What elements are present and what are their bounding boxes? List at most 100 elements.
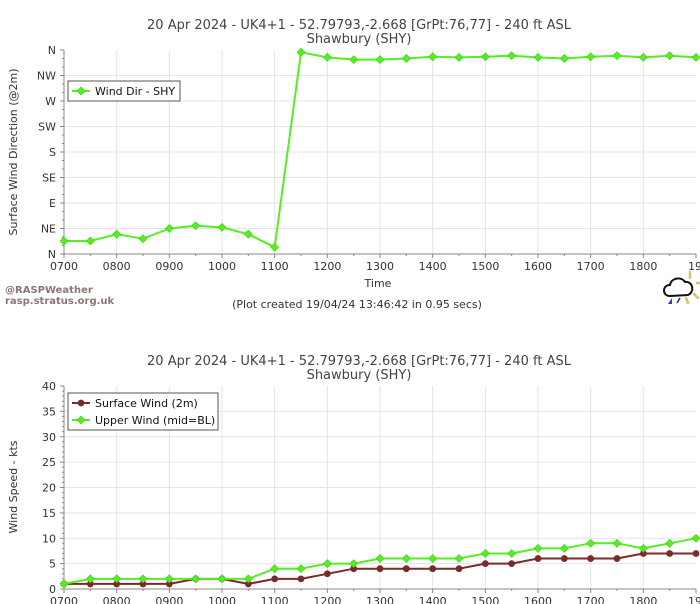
data-point bbox=[243, 229, 253, 239]
data-point bbox=[323, 570, 331, 578]
data-point bbox=[164, 574, 174, 584]
x-tick-label: 190 bbox=[688, 260, 700, 273]
speed-grid bbox=[64, 386, 696, 589]
speed-chart-subtitle: Shawbury (SHY) bbox=[307, 368, 412, 383]
rain-cloud-sun-icon bbox=[663, 270, 700, 305]
data-point bbox=[429, 565, 437, 573]
data-point bbox=[691, 52, 700, 62]
data-point bbox=[376, 565, 384, 573]
direction-legend-box bbox=[67, 80, 181, 102]
data-point bbox=[586, 52, 596, 62]
legend-marker-upper-wind bbox=[76, 415, 86, 425]
legend-label-wind-dir: Wind Dir - SHY bbox=[95, 85, 175, 98]
watermark-line2: rasp.stratus.org.uk bbox=[5, 296, 115, 307]
y-tick-label: 20 bbox=[42, 482, 56, 495]
data-point bbox=[270, 242, 280, 252]
data-point bbox=[454, 52, 464, 62]
data-point bbox=[455, 565, 463, 573]
x-tick-label: 1400 bbox=[419, 595, 447, 604]
y-tick-label: SW bbox=[38, 121, 56, 134]
data-point bbox=[534, 555, 542, 562]
legend-label-upper-wind: Upper Wind (mid=BL) bbox=[95, 414, 215, 427]
y-tick-label: N bbox=[48, 248, 56, 261]
data-point bbox=[138, 574, 148, 584]
x-tick-label: 0800 bbox=[103, 260, 131, 273]
x-tick-label: 1600 bbox=[524, 260, 552, 273]
data-point bbox=[402, 565, 410, 573]
data-point bbox=[401, 54, 411, 63]
direction-series bbox=[59, 47, 700, 252]
x-tick-label: 1200 bbox=[313, 595, 341, 604]
data-point bbox=[59, 579, 69, 589]
legend-label-surface-wind: Surface Wind (2m) bbox=[95, 397, 198, 410]
y-tick-label: 0 bbox=[49, 583, 56, 596]
speed-legend: Surface Wind (2m) Upper Wind (mid=BL) bbox=[67, 392, 219, 431]
data-point bbox=[639, 550, 647, 557]
data-point bbox=[481, 560, 489, 568]
x-tick-label: 0800 bbox=[103, 595, 131, 604]
data-point bbox=[559, 54, 569, 63]
data-point bbox=[296, 564, 306, 574]
x-tick-label: 1100 bbox=[261, 595, 289, 604]
data-point bbox=[560, 555, 568, 562]
data-point bbox=[59, 236, 69, 246]
y-tick-label: 5 bbox=[49, 558, 56, 571]
data-point bbox=[350, 565, 358, 573]
data-point bbox=[454, 554, 464, 563]
data-point bbox=[217, 574, 227, 584]
data-point bbox=[666, 550, 674, 557]
direction-chart-subtitle: Shawbury (SHY) bbox=[307, 32, 412, 47]
data-point bbox=[85, 236, 95, 246]
speed-legend-box bbox=[67, 392, 219, 431]
data-point bbox=[508, 560, 516, 568]
x-tick-label: 1300 bbox=[366, 260, 394, 273]
data-point bbox=[164, 224, 174, 233]
data-point bbox=[612, 51, 622, 61]
data-point bbox=[296, 47, 306, 57]
x-tick-label: 1500 bbox=[471, 260, 499, 273]
speed-y-ticks: 0 5 10 15 20 25 30 35 40 bbox=[42, 380, 64, 596]
data-point bbox=[692, 550, 700, 557]
data-point bbox=[587, 555, 595, 562]
data-point bbox=[428, 554, 438, 563]
data-point bbox=[638, 543, 648, 553]
plot-created-note: (Plot created 19/04/24 13:46:42 in 0.95 … bbox=[232, 298, 482, 311]
x-tick-label: 1000 bbox=[208, 595, 236, 604]
y-tick-label: 35 bbox=[42, 405, 56, 418]
data-point bbox=[243, 574, 253, 584]
data-point bbox=[375, 554, 385, 563]
y-tick-label: NE bbox=[41, 223, 56, 236]
data-point bbox=[507, 549, 517, 558]
legend-marker-wind-dir bbox=[76, 86, 86, 96]
data-point bbox=[270, 564, 280, 574]
direction-y-ticks: N NE E SE S SW W NW N bbox=[37, 44, 64, 261]
direction-x-ticks: 0700 0800 0900 1000 1100 1200 1300 1400 1500 1600… bbox=[50, 254, 700, 273]
y-tick-label: 25 bbox=[42, 456, 56, 469]
data-point bbox=[349, 55, 359, 65]
direction-x-axis-label: Time bbox=[364, 277, 392, 290]
data-point bbox=[85, 574, 95, 584]
x-tick-label: 190 bbox=[688, 595, 700, 604]
direction-legend: Wind Dir - SHY bbox=[67, 80, 181, 102]
data-point bbox=[691, 533, 700, 543]
data-point bbox=[244, 580, 252, 588]
data-point bbox=[559, 543, 569, 553]
x-tick-label: 1000 bbox=[208, 260, 236, 273]
data-point bbox=[613, 555, 621, 562]
data-point bbox=[375, 55, 385, 65]
y-tick-label: SE bbox=[42, 172, 56, 185]
speed-y-axis-label: Wind Speed - kts bbox=[7, 440, 20, 533]
x-tick-label: 1700 bbox=[577, 595, 605, 604]
data-point bbox=[191, 221, 201, 231]
x-tick-label: 1800 bbox=[629, 260, 657, 273]
speed-chart: 20 Apr 2024 - UK4+1 - 52.79793,-2.668 [G… bbox=[7, 354, 700, 604]
data-point bbox=[665, 51, 675, 61]
x-tick-label: 0700 bbox=[50, 260, 78, 273]
x-tick-label: 1400 bbox=[419, 260, 447, 273]
x-tick-label: 1800 bbox=[629, 595, 657, 604]
x-tick-label: 0900 bbox=[155, 595, 183, 604]
data-point bbox=[480, 52, 490, 62]
data-point bbox=[586, 538, 596, 548]
data-point bbox=[139, 580, 147, 588]
